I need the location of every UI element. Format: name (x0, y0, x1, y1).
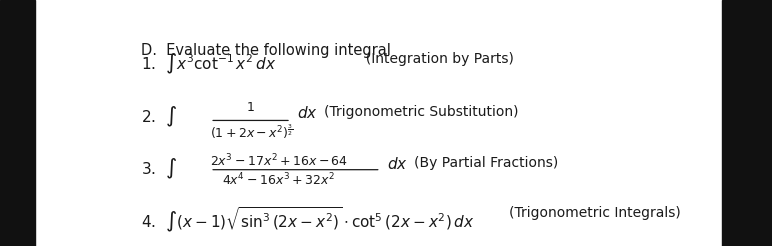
Text: $4x^4 - 16x^3 + 32x^2$: $4x^4 - 16x^3 + 32x^2$ (222, 172, 335, 188)
Text: $dx$: $dx$ (387, 156, 408, 172)
Text: $1$: $1$ (246, 102, 255, 114)
Text: 4.  $\int (x-1)\sqrt{\sin^3(2x-x^2)} \cdot \cot^5(2x-x^2)\, dx$: 4. $\int (x-1)\sqrt{\sin^3(2x-x^2)} \cdo… (141, 206, 475, 235)
Text: 3.  $\int$: 3. $\int$ (141, 156, 178, 181)
Text: $dx$: $dx$ (297, 105, 318, 121)
Text: $2x^3 - 17x^2 + 16x-64$: $2x^3 - 17x^2 + 16x-64$ (210, 153, 348, 169)
Text: (By Partial Fractions): (By Partial Fractions) (414, 156, 558, 170)
Text: D.  Evaluate the following integral: D. Evaluate the following integral (141, 43, 391, 58)
Text: ⌂: ⌂ (670, 156, 678, 169)
Text: (Integration by Parts): (Integration by Parts) (357, 52, 513, 66)
Text: 2.  $\int$: 2. $\int$ (141, 105, 178, 129)
Text: (Trigonometric Substitution): (Trigonometric Substitution) (324, 105, 518, 119)
Text: 1.  $\int x^3 \cot^{-1} x^2\, dx$: 1. $\int x^3 \cot^{-1} x^2\, dx$ (141, 52, 276, 76)
Text: $(1+ 2x-x^2)^{\frac{3}{2}}$: $(1+ 2x-x^2)^{\frac{3}{2}}$ (210, 122, 294, 140)
Text: (Trigonometric Integrals): (Trigonometric Integrals) (510, 206, 681, 220)
Text: ↲: ↲ (669, 70, 679, 83)
